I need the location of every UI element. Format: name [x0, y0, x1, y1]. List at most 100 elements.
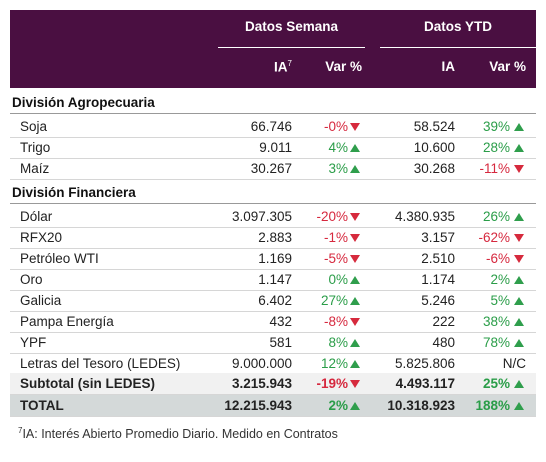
cell-change: -5%: [323, 251, 348, 266]
arrow-shape: [350, 276, 360, 284]
arrow-shape: [514, 380, 524, 388]
cell-change: 27%: [320, 293, 348, 308]
footnote-mark: 7: [287, 59, 292, 68]
row-label: RFX20: [20, 230, 63, 245]
arrow-shape: [514, 297, 524, 305]
cell-value: 58.524: [413, 119, 455, 134]
cell-value: 10.600: [413, 140, 455, 155]
row-label: Trigo: [20, 140, 51, 155]
trend-up-icon: [350, 339, 360, 347]
column-header: Var %: [325, 59, 362, 74]
cell-change: 26%: [482, 209, 510, 224]
trend-down-icon: [350, 213, 360, 221]
row-divider: [10, 311, 536, 312]
trend-up-icon: [350, 144, 360, 152]
cell-change: 25%: [482, 376, 510, 391]
trend-up-icon: [514, 297, 524, 305]
cell-change: 3%: [328, 161, 348, 176]
arrow-shape: [514, 402, 524, 410]
row-divider: [10, 203, 536, 204]
trend-up-icon: [514, 380, 524, 388]
arrow-shape: [350, 213, 360, 221]
arrow-shape: [350, 123, 360, 131]
group-header: Datos Semana: [244, 19, 339, 34]
cell-value: 2.510: [421, 251, 455, 266]
cell-value: 4.380.935: [394, 209, 455, 224]
cell-value: 66.746: [250, 119, 292, 134]
trend-down-icon: [350, 255, 360, 263]
cell-change: -6%: [485, 251, 510, 266]
cell-value: 480: [432, 335, 455, 350]
row-divider: [10, 416, 536, 417]
cell-value: 9.011: [259, 140, 292, 155]
cell-value: 9.000.000: [231, 356, 292, 371]
cell-change: -11%: [479, 161, 510, 176]
arrow-shape: [514, 276, 524, 284]
cell-value: 5.825.806: [394, 356, 455, 371]
cell-value: 6.402: [258, 293, 292, 308]
cell-change: 188%: [475, 398, 510, 413]
section-title: División Agropecuaria: [12, 95, 155, 110]
column-label: IA: [274, 59, 288, 75]
section-title: División Financiera: [12, 185, 136, 200]
row-divider: [10, 158, 536, 159]
cell-change: 0%: [328, 272, 348, 287]
trend-up-icon: [350, 402, 360, 410]
arrow-shape: [350, 234, 360, 242]
row-label: Soja: [20, 119, 48, 134]
table-header: [10, 10, 536, 88]
group-header: Datos YTD: [423, 19, 492, 34]
arrow-shape: [514, 213, 524, 221]
arrow-shape: [350, 402, 360, 410]
row-label: YPF: [20, 335, 47, 350]
footnote-mark: 7: [18, 426, 23, 435]
cell-value: 1.169: [258, 251, 292, 266]
row-divider: [10, 227, 536, 228]
cell-change: -0%: [323, 119, 348, 134]
trend-up-icon: [350, 276, 360, 284]
column-header: IA: [441, 59, 456, 74]
trend-down-icon: [350, 318, 360, 326]
header-rule: [380, 47, 536, 48]
arrow-shape: [514, 318, 524, 326]
trend-down-icon: [514, 234, 524, 242]
cell-change: 4%: [328, 140, 348, 155]
cell-change: 2%: [490, 272, 510, 287]
arrow-shape: [350, 360, 360, 368]
arrow-shape: [514, 123, 524, 131]
column-header: Var %: [489, 59, 526, 74]
row-label: Maíz: [20, 161, 50, 176]
trend-up-icon: [350, 360, 360, 368]
trend-down-icon: [514, 165, 524, 173]
trend-up-icon: [514, 123, 524, 131]
trend-up-icon: [514, 276, 524, 284]
cell-value: 4.493.117: [395, 376, 455, 391]
cell-value: 10.318.923: [387, 398, 455, 413]
arrow-shape: [350, 339, 360, 347]
arrow-shape: [350, 144, 360, 152]
arrow-shape: [350, 380, 360, 388]
trend-up-icon: [350, 297, 360, 305]
footnote-text: IA: Interés Abierto Promedio Diario. Med…: [22, 427, 338, 442]
header-rule: [218, 47, 365, 48]
cell-change: -20%: [316, 209, 348, 224]
cell-change: -1%: [323, 230, 348, 245]
row-divider: [10, 394, 536, 395]
row-label: Subtotal (sin LEDES): [20, 376, 155, 391]
cell-change: 5%: [490, 293, 510, 308]
row-divider: [10, 332, 536, 333]
trend-down-icon: [350, 123, 360, 131]
cell-change: -8%: [323, 314, 348, 329]
row-divider: [10, 179, 536, 180]
cell-change: 38%: [482, 314, 510, 329]
trend-up-icon: [514, 318, 524, 326]
cell-change: 8%: [328, 335, 348, 350]
cell-change: 39%: [482, 119, 510, 134]
trend-down-icon: [350, 380, 360, 388]
cell-change: N/C: [502, 356, 526, 371]
cell-value: 432: [269, 314, 292, 329]
cell-value: 1.147: [258, 272, 292, 287]
cell-change: 78%: [482, 335, 510, 350]
column-header: IA7: [274, 59, 292, 75]
